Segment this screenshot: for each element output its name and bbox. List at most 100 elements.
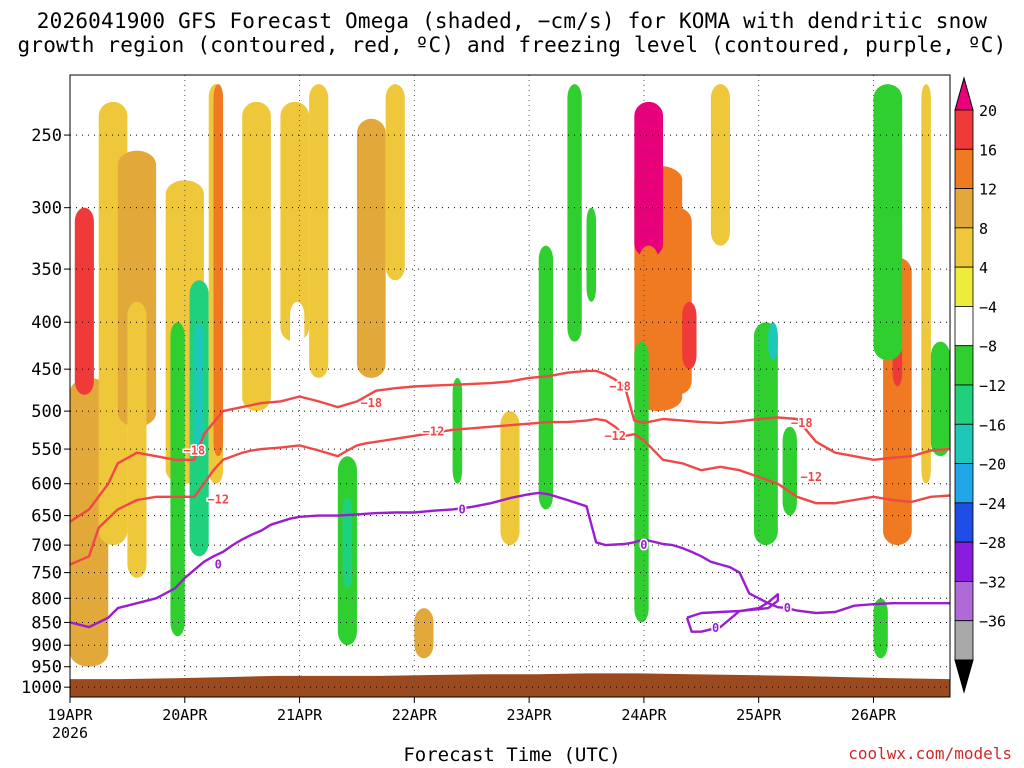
contour-label: −12 [423, 424, 445, 438]
x-tick-label: 26APR [851, 706, 897, 724]
omega-cell [414, 608, 434, 659]
omega-cell [471, 84, 491, 208]
y-tick-label: 750 [31, 564, 62, 584]
x-axis-label: Forecast Time (UTC) [403, 744, 621, 766]
x-year-label: 2026 [52, 724, 88, 742]
colorbar-label: 20 [979, 102, 997, 120]
omega-cell [342, 496, 353, 589]
y-tick-label: 300 [31, 199, 62, 219]
contour-lines: −18 −18 −18 −18 −12 −12 −12 −12 0 0 0 0 0 [70, 369, 950, 637]
colorbar-label: −28 [979, 534, 1006, 552]
omega-cell [170, 322, 185, 637]
colorbar-box [954, 541, 974, 582]
colorbar-label: 8 [979, 220, 988, 238]
y-tick-label: 250 [31, 126, 62, 146]
colorbar-box [954, 306, 974, 347]
contour-label: −18 [184, 444, 206, 458]
y-tick-label: 350 [31, 260, 62, 280]
colorbar-box [954, 227, 974, 268]
omega-cell [710, 84, 730, 246]
omega-cell [213, 84, 224, 457]
colorbar-label: −16 [979, 416, 1006, 434]
x-axis-ticks: 19APR 20APR 21APR 22APR 23APR 24APR 25APR 26APR… [47, 697, 897, 742]
omega-cell [385, 84, 405, 281]
omega-cell [280, 101, 310, 342]
y-tick-label: 1000 [21, 678, 62, 698]
x-tick-label: 19APR [47, 706, 93, 724]
omega-cell [768, 322, 778, 361]
omega-cell [586, 207, 597, 302]
contour--12 [70, 417, 950, 566]
y-tick-label: 800 [31, 589, 62, 609]
contour-label: 0 [784, 601, 791, 615]
contour-label: −12 [207, 492, 229, 506]
colorbar-box [954, 188, 974, 229]
colorbar-label: −24 [979, 495, 1006, 513]
omega-cell [782, 426, 797, 516]
ground-fill [70, 673, 950, 697]
x-tick-label: 24APR [621, 706, 667, 724]
omega-cell [753, 322, 778, 546]
colorbar-box [954, 620, 974, 661]
omega-cell [127, 301, 147, 578]
colorbar-box [954, 423, 974, 464]
y-tick-label: 450 [31, 360, 62, 380]
omega-cell [634, 101, 664, 258]
colorbar-label: 4 [979, 259, 988, 277]
omega-cell [873, 598, 888, 659]
omega-cell [930, 341, 950, 457]
omega-cell [452, 377, 463, 484]
omega-cell [290, 301, 305, 457]
chart-title: 2026041900 GFS Forecast Omega (shaded, −… [36, 9, 988, 33]
omega-cell [356, 118, 386, 378]
colorbar: 20 16 12 8 4 −4 −8 −12 −16 −20 −24 −28 −32 −36 [954, 76, 1006, 694]
colorbar-label: 12 [979, 181, 997, 199]
credit-link[interactable]: coolwx.com/models [848, 744, 1012, 763]
omega-cell [70, 377, 109, 667]
colorbar-top-arrow [954, 76, 974, 111]
x-tick-label: 20APR [162, 706, 208, 724]
colorbar-label: 16 [979, 141, 997, 159]
y-tick-label: 550 [31, 440, 62, 460]
omega-cell [567, 84, 582, 342]
colorbar-box [954, 266, 974, 307]
colorbar-label: −12 [979, 377, 1006, 395]
omega-cell [194, 322, 204, 457]
contour-0-inner [685, 593, 779, 633]
contour--18 [70, 369, 950, 523]
y-tick-label: 700 [31, 536, 62, 556]
x-tick-label: 25APR [736, 706, 782, 724]
colorbar-label: −4 [979, 298, 997, 316]
omega-cell [242, 101, 271, 412]
y-tick-label: 500 [31, 402, 62, 422]
colorbar-label: −36 [979, 613, 1006, 631]
colorbar-label: −32 [979, 573, 1006, 591]
colorbar-label: −8 [979, 338, 997, 356]
omega-cell [634, 341, 649, 623]
colorbar-box [954, 463, 974, 504]
colorbar-box [954, 384, 974, 425]
y-tick-label: 650 [31, 507, 62, 527]
y-tick-label: 850 [31, 613, 62, 633]
colorbar-box [954, 502, 974, 543]
x-tick-label: 23APR [507, 706, 553, 724]
omega-cell [682, 301, 697, 370]
omega-cell [873, 84, 903, 361]
y-tick-label: 950 [31, 658, 62, 678]
colorbar-box [954, 109, 974, 150]
contour-label: 0 [712, 621, 719, 635]
colorbar-label: −20 [979, 456, 1006, 474]
chart-title-line2: growth region (contoured, red, ºC) and f… [17, 33, 1007, 57]
colorbar-bottom-arrow [954, 659, 974, 694]
colorbar-box [954, 148, 974, 189]
omega-shading [70, 84, 950, 667]
contour-label: −12 [800, 470, 822, 484]
x-tick-label: 22APR [392, 706, 438, 724]
contour-label: −18 [360, 396, 382, 410]
contour-label: −18 [609, 379, 631, 393]
omega-cell [500, 411, 520, 546]
y-tick-label: 600 [31, 475, 62, 495]
ground-surface [70, 673, 950, 697]
